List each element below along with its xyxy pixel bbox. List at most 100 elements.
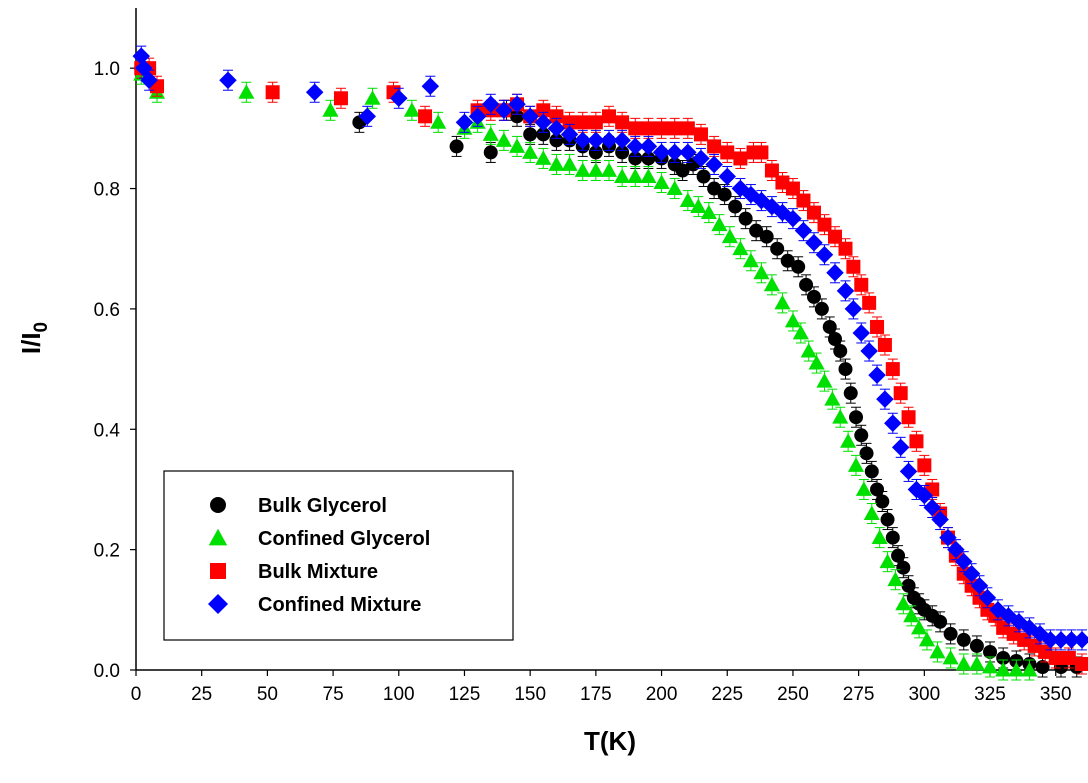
- data-point: [794, 221, 813, 240]
- x-tick-label: 150: [514, 684, 546, 705]
- data-point: [140, 71, 158, 89]
- data-point: [653, 174, 670, 189]
- data-point: [641, 151, 656, 166]
- data-point: [654, 121, 669, 136]
- data-point: [358, 107, 376, 126]
- legend-marker-diamond: [208, 594, 228, 614]
- data-point: [132, 47, 151, 65]
- data-point: [996, 620, 1011, 635]
- data-point: [705, 155, 723, 174]
- data-point: [891, 438, 910, 457]
- data-point: [588, 115, 603, 130]
- data-point: [523, 127, 538, 142]
- data-point: [969, 638, 984, 653]
- y-tick-label: 0.8: [94, 180, 120, 201]
- y-axis-title-main: I/I: [16, 332, 46, 354]
- data-point: [728, 199, 743, 214]
- data-point: [495, 132, 512, 147]
- x-tick-label: 325: [974, 684, 1006, 705]
- x-tick-label: 225: [711, 684, 743, 705]
- x-axis-title: T(K): [584, 726, 636, 756]
- data-point: [628, 151, 643, 166]
- x-tick-label: 250: [777, 684, 809, 705]
- data-point: [718, 167, 736, 186]
- data-point: [923, 498, 941, 517]
- x-tick-label: 125: [449, 684, 481, 705]
- data-point: [483, 145, 498, 160]
- data-point: [536, 127, 551, 142]
- data-point: [696, 169, 711, 184]
- data-point: [843, 386, 858, 401]
- data-point: [613, 131, 631, 150]
- data-point: [1061, 650, 1076, 665]
- data-point: [836, 282, 855, 300]
- data-point: [707, 139, 722, 154]
- legend-label: Confined Mixture: [258, 594, 421, 616]
- data-point: [780, 253, 795, 268]
- data-point: [774, 294, 791, 310]
- data-point: [870, 319, 885, 334]
- data-point: [561, 156, 578, 171]
- data-point: [508, 95, 526, 114]
- data-point: [833, 344, 848, 359]
- y-axis-title: I/I0: [16, 322, 52, 354]
- data-point: [574, 162, 591, 177]
- data-point: [806, 205, 821, 220]
- data-point: [827, 229, 842, 244]
- legend-marker-square: [210, 563, 226, 579]
- data-point: [711, 216, 728, 232]
- data-point: [1062, 631, 1081, 649]
- y-tick-label: 0.0: [94, 661, 120, 682]
- data-point: [887, 571, 904, 587]
- data-point: [615, 145, 630, 160]
- data-point: [534, 113, 553, 132]
- data-point: [628, 121, 643, 136]
- data-point: [805, 233, 823, 252]
- data-point: [903, 607, 920, 623]
- data-point: [931, 510, 949, 529]
- data-point: [917, 458, 932, 473]
- data-point: [808, 355, 825, 370]
- y-tick-label: 0.2: [94, 541, 120, 562]
- data-point: [587, 162, 604, 177]
- data-point: [700, 204, 717, 220]
- data-point: [968, 655, 985, 671]
- data-point: [879, 553, 896, 569]
- data-point: [876, 390, 894, 408]
- data-point: [717, 187, 732, 202]
- data-point: [915, 486, 934, 505]
- data-point: [956, 632, 971, 647]
- data-point: [720, 145, 735, 160]
- legend-marker-circle: [210, 497, 226, 513]
- data-point: [666, 180, 683, 195]
- data-point: [560, 125, 579, 144]
- x-tick-label: 0: [131, 684, 142, 705]
- data-point: [844, 300, 863, 318]
- data-point: [799, 277, 814, 292]
- y-axis-title-subscript: 0: [31, 322, 52, 333]
- legend-label: Bulk Mixture: [258, 561, 378, 583]
- data-point: [827, 332, 842, 346]
- data-point: [880, 512, 895, 527]
- data-point: [877, 338, 892, 353]
- data-point: [548, 156, 565, 171]
- data-point: [800, 342, 817, 358]
- data-point: [814, 301, 829, 316]
- data-point: [822, 319, 837, 334]
- data-point: [549, 133, 564, 148]
- data-point: [826, 264, 844, 282]
- data-point: [614, 168, 631, 183]
- data-point: [875, 494, 890, 509]
- data-point: [600, 162, 618, 177]
- data-point: [983, 644, 998, 659]
- data-point: [868, 366, 886, 384]
- data-point: [468, 107, 487, 126]
- data-point: [806, 289, 821, 304]
- data-point: [884, 414, 902, 433]
- legend-label: Confined Glycerol: [258, 528, 430, 550]
- data-points: [132, 45, 1088, 681]
- data-point: [955, 655, 972, 671]
- data-point: [721, 228, 738, 244]
- data-point: [305, 83, 324, 102]
- data-point: [981, 658, 999, 674]
